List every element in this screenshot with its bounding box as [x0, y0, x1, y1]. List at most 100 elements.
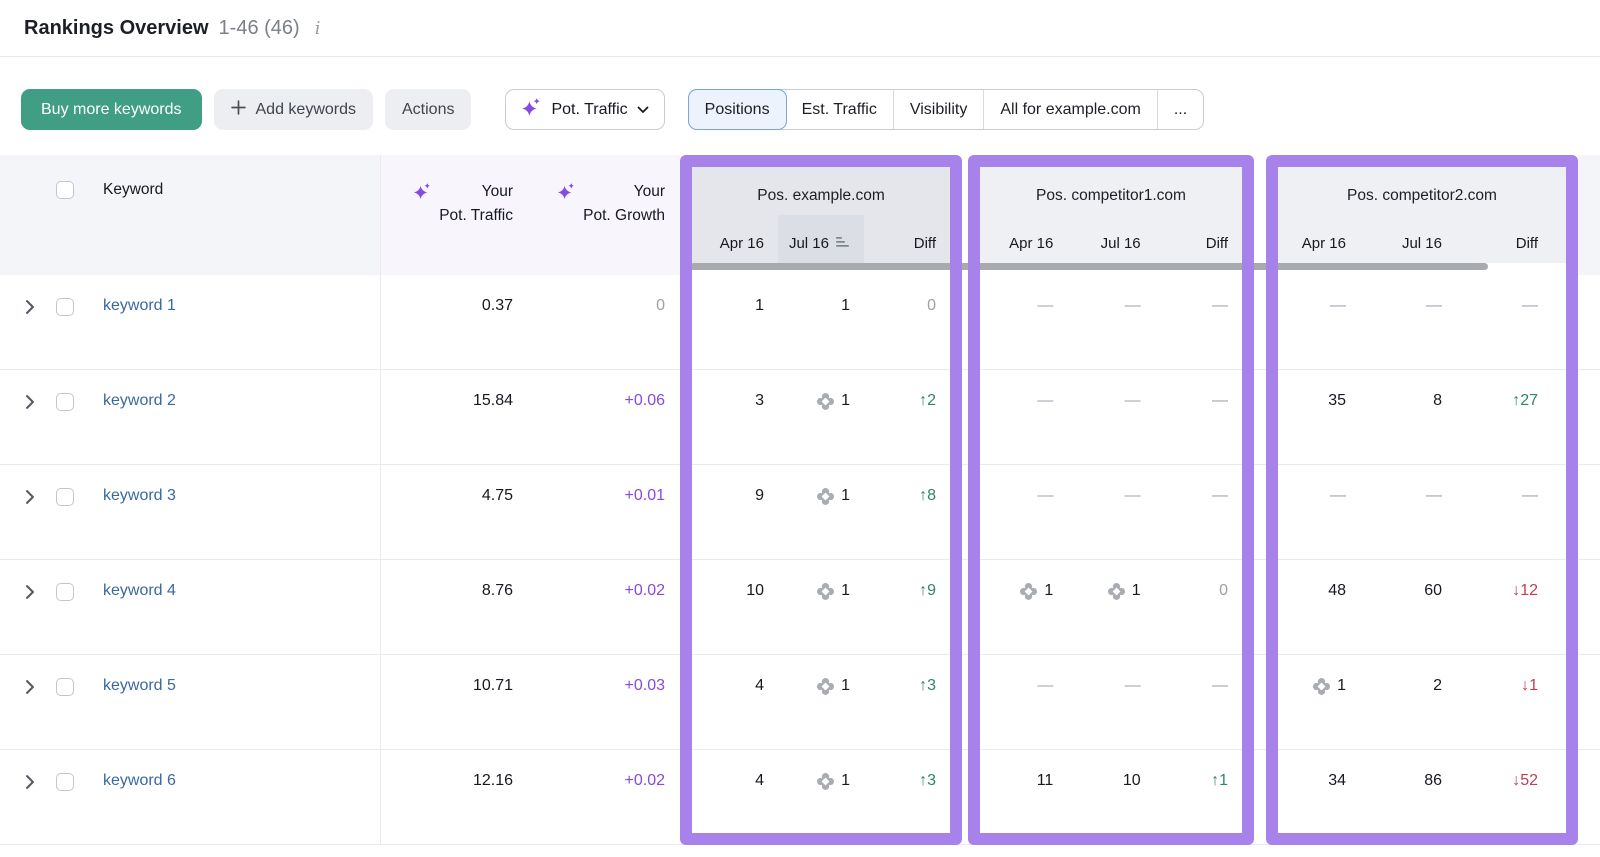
position-apr-cell: —: [980, 275, 1067, 370]
metric-column-headers: Your Pot. Traffic Your Pot. Growth: [380, 155, 680, 275]
keyword-link[interactable]: keyword 3: [103, 487, 176, 504]
position-value: 1: [841, 677, 850, 694]
subcol-apr[interactable]: Apr 16: [719, 234, 764, 252]
position-value: 4: [755, 772, 764, 789]
table-row: keyword 5 10.71 +0.03: [0, 655, 1600, 750]
metric-dropdown[interactable]: Pot. Traffic: [505, 89, 665, 130]
subcol-jul[interactable]: Jul 16: [1100, 234, 1141, 252]
row-checkbox[interactable]: [56, 678, 74, 696]
pot-growth-value: +0.02: [624, 772, 665, 789]
position-group-competitor1-header: Pos. competitor1.com Apr 16 Jul 16 Diff: [980, 167, 1242, 263]
keyword-column-label[interactable]: Keyword: [103, 181, 164, 198]
position-value: 34: [1328, 772, 1346, 789]
header-background-stub: [1578, 155, 1600, 275]
diff-value: —: [1212, 297, 1228, 314]
subcol-diff[interactable]: Diff: [1515, 234, 1538, 252]
position-jul-cell: —: [1374, 275, 1470, 370]
results-count: 1-46 (46): [218, 16, 300, 39]
position-group-competitor2: Pos. competitor2.com Apr 16 Jul 16 Diff …: [1266, 155, 1578, 845]
subcol-jul[interactable]: Jul 16: [778, 235, 864, 252]
position-value: —: [1037, 487, 1054, 504]
chevron-right-icon[interactable]: [25, 775, 35, 794]
row-checkbox[interactable]: [56, 298, 74, 316]
row-checkbox[interactable]: [56, 773, 74, 791]
diff-value: 0: [927, 297, 936, 314]
diff-value: —: [1522, 297, 1538, 314]
subcol-diff[interactable]: Diff: [1205, 234, 1228, 252]
subcolumn-headers: Apr 16 Jul 16 Diff: [980, 223, 1242, 263]
position-jul-cell: 10: [1067, 750, 1154, 833]
diff-value: ↑2: [919, 392, 936, 409]
position-diff-cell: —: [1155, 275, 1242, 370]
group-title: Pos. competitor1.com: [1036, 187, 1186, 204]
pot-growth-value: +0.03: [624, 677, 665, 694]
keyword-link[interactable]: keyword 2: [103, 392, 176, 409]
keyword-column-header: Keyword: [0, 155, 380, 275]
row-checkbox[interactable]: [56, 393, 74, 411]
view-tab[interactable]: ...: [1158, 90, 1203, 129]
position-row: 1 1 0: [980, 560, 1242, 655]
subcol-apr[interactable]: Apr 16: [1301, 234, 1346, 252]
view-tab[interactable]: All for example.com: [984, 90, 1158, 129]
diff-value: 0: [1219, 582, 1228, 599]
position-row: 4 1 ↑3: [692, 750, 950, 833]
chevron-right-icon[interactable]: [25, 490, 35, 509]
rankings-table: Keyword Your Pot. Traffic Your Pot. Grow…: [0, 155, 1600, 857]
position-jul-cell: 60: [1374, 560, 1470, 655]
horizontal-scrollbar-thumb[interactable]: [690, 263, 1488, 270]
diff-value: ↓12: [1512, 582, 1538, 599]
position-row: 10 1 ↑9: [692, 560, 950, 655]
position-apr-cell: 4: [692, 655, 778, 750]
position-jul-cell: 1: [778, 750, 864, 833]
position-value: 35: [1328, 392, 1346, 409]
position-row: 34 86 ↓52: [1278, 750, 1566, 833]
actions-button[interactable]: Actions: [385, 89, 472, 130]
chevron-right-icon[interactable]: [25, 680, 35, 699]
position-apr-cell: 34: [1278, 750, 1374, 833]
add-keywords-button[interactable]: Add keywords: [213, 89, 373, 130]
keyword-link[interactable]: keyword 1: [103, 297, 176, 314]
position-diff-cell: —: [1470, 275, 1566, 370]
page-title: Rankings Overview: [24, 16, 209, 39]
buy-more-keywords-label: Buy more keywords: [41, 100, 182, 118]
sparkles-icon: [413, 182, 432, 275]
diff-value: ↑9: [919, 582, 936, 599]
chevron-right-icon[interactable]: [25, 585, 35, 604]
pot-growth-value: 0: [656, 297, 665, 314]
plus-icon: [230, 99, 246, 120]
position-value: 4: [755, 677, 764, 694]
metrics-header-background: [380, 155, 680, 275]
subcol-apr[interactable]: Apr 16: [1009, 234, 1054, 252]
select-all-checkbox[interactable]: [56, 181, 74, 199]
pot-growth-column-header[interactable]: Your Pot. Growth: [520, 180, 667, 275]
keyword-link[interactable]: keyword 4: [103, 582, 176, 599]
keyword-link[interactable]: keyword 5: [103, 677, 176, 694]
info-icon[interactable]: i: [314, 17, 321, 39]
pot-traffic-value: 12.16: [472, 772, 513, 789]
chevron-right-icon[interactable]: [25, 395, 35, 414]
subcol-diff[interactable]: Diff: [913, 234, 936, 252]
subcol-jul[interactable]: Jul 16: [1401, 234, 1442, 252]
position-apr-cell: —: [980, 370, 1067, 465]
row-checkbox[interactable]: [56, 583, 74, 601]
position-value: 1: [1131, 582, 1141, 599]
view-tab-label: All for example.com: [1000, 100, 1141, 118]
position-jul-cell: 1: [778, 275, 864, 370]
position-value: —: [1124, 677, 1141, 694]
buy-more-keywords-button[interactable]: Buy more keywords: [21, 89, 202, 130]
chevron-right-icon[interactable]: [25, 300, 35, 319]
view-tab[interactable]: Positions: [687, 89, 787, 130]
view-tab[interactable]: Est. Traffic: [786, 90, 894, 129]
position-diff-cell: —: [1155, 370, 1242, 465]
position-value: 1: [755, 297, 764, 314]
position-row: 35 8 ↑27: [1278, 370, 1566, 465]
pot-growth-label: Your Pot. Growth: [583, 183, 665, 224]
row-checkbox[interactable]: [56, 488, 74, 506]
keyword-link[interactable]: keyword 6: [103, 772, 176, 789]
position-diff-cell: 0: [1155, 560, 1242, 655]
pot-traffic-column-header[interactable]: Your Pot. Traffic: [380, 180, 520, 275]
sparkles-icon: [521, 97, 542, 123]
view-tab[interactable]: Visibility: [894, 90, 985, 129]
table-row: keyword 3 4.75 +0.01: [0, 465, 1600, 560]
